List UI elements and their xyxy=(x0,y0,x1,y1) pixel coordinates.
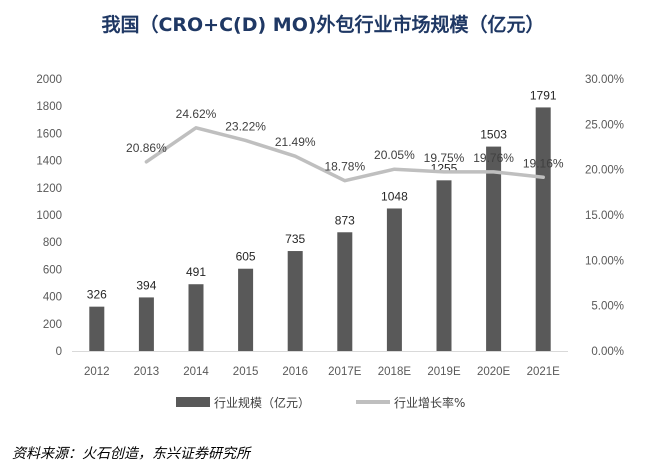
bar-value-label: 1048 xyxy=(381,189,408,203)
bar-2015 xyxy=(238,268,254,351)
legend-label-bar: 行业规模（亿元） xyxy=(214,395,310,410)
y-left-tick-label: 2000 xyxy=(36,74,62,86)
bar-2017E xyxy=(337,232,353,351)
x-tick-label: 2017E xyxy=(328,366,362,378)
x-tick-label: 2015 xyxy=(233,366,259,378)
growth-rate-label: 18.78% xyxy=(324,160,365,174)
y-right-tick-label: 5.00% xyxy=(591,301,624,313)
x-tick-label: 2016 xyxy=(282,366,308,378)
growth-rate-label: 19.16% xyxy=(523,156,564,170)
y-left-tick-label: 600 xyxy=(43,264,62,276)
growth-rate-label: 19.76% xyxy=(473,151,514,165)
y-left-tick-label: 200 xyxy=(43,319,62,331)
growth-rate-label: 19.75% xyxy=(424,151,465,165)
bar-2012 xyxy=(89,306,105,351)
bar-2018E xyxy=(386,208,402,351)
x-tick-label: 2020E xyxy=(477,366,511,378)
legend-swatch-bar xyxy=(176,397,210,407)
bar-value-label: 394 xyxy=(136,278,156,292)
bar-2019E xyxy=(436,180,452,351)
y-right-tick-label: 15.00% xyxy=(585,210,624,222)
y-left-tick-label: 800 xyxy=(43,237,62,249)
y-left-tick-label: 1800 xyxy=(36,101,62,113)
growth-rate-label: 23.22% xyxy=(225,119,266,133)
growth-rate-label: 24.62% xyxy=(176,107,217,121)
chart-title: 我国（CRO+C(D) MO)外包行业市场规模（亿元） xyxy=(101,14,545,36)
x-tick-label: 2021E xyxy=(527,366,561,378)
source-note: 资料来源：火石创造，东兴证券研究所 xyxy=(12,446,250,462)
x-tick-label: 2013 xyxy=(134,366,160,378)
bar-value-label: 491 xyxy=(186,265,206,279)
bar-2020E xyxy=(486,146,502,351)
y-left-tick-label: 400 xyxy=(43,292,62,304)
growth-rate-label: 20.86% xyxy=(126,141,167,155)
y-right-tick-label: 25.00% xyxy=(585,119,624,131)
y-left-tick-label: 1200 xyxy=(36,183,62,195)
bar-value-label: 735 xyxy=(285,232,305,246)
y-left-tick-label: 1400 xyxy=(36,156,62,168)
x-tick-label: 2014 xyxy=(183,366,209,378)
legend-label-line: 行业增长率% xyxy=(394,395,465,410)
y-right-tick-label: 10.00% xyxy=(585,255,624,267)
y-left-tick-label: 1600 xyxy=(36,128,62,140)
bar-value-label: 605 xyxy=(236,250,256,264)
y-left-tick-label: 0 xyxy=(56,346,62,358)
bar-2021E xyxy=(535,107,551,351)
x-tick-label: 2018E xyxy=(378,366,412,378)
y-left-tick-label: 1000 xyxy=(36,210,62,222)
x-tick-label: 2019E xyxy=(427,366,461,378)
bar-value-label: 326 xyxy=(87,288,107,302)
bar-value-label: 1503 xyxy=(480,128,507,142)
bar-value-label: 1791 xyxy=(530,88,557,102)
bar-2013 xyxy=(138,297,154,351)
x-tick-label: 2012 xyxy=(84,366,110,378)
growth-rate-label: 20.05% xyxy=(374,148,415,162)
y-right-tick-label: 30.00% xyxy=(585,74,624,86)
y-right-tick-label: 20.00% xyxy=(585,165,624,177)
growth-rate-label: 21.49% xyxy=(275,135,316,149)
y-right-tick-label: 0.00% xyxy=(591,346,624,358)
bar-2016 xyxy=(287,251,303,351)
bar-2014 xyxy=(188,284,204,351)
bar-value-label: 873 xyxy=(335,213,355,227)
